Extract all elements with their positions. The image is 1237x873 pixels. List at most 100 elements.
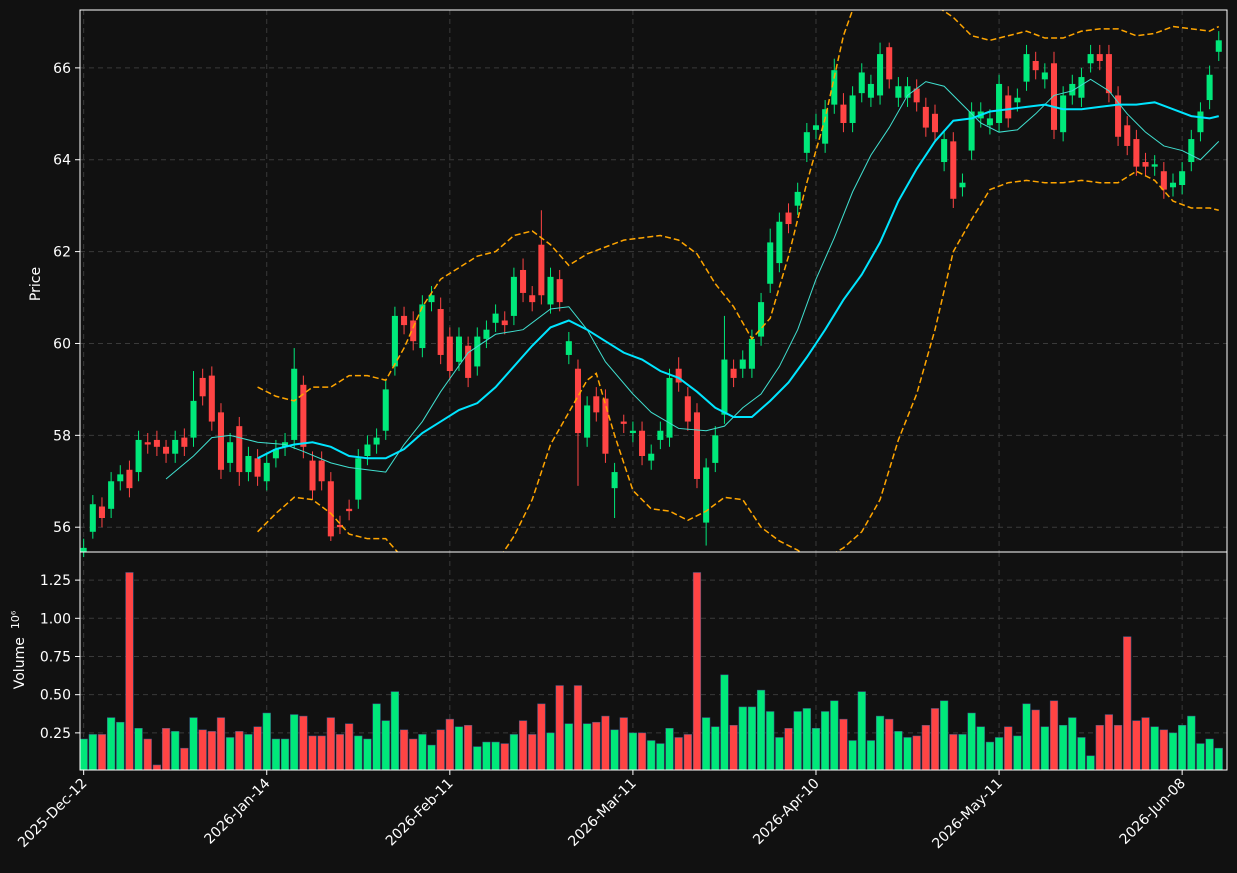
volume-bar: [79, 738, 88, 771]
candle-body: [886, 47, 893, 80]
volume-bar: [903, 737, 912, 771]
y-tick-label: 62: [53, 245, 71, 261]
volume-bar: [262, 712, 271, 771]
volume-bar: [756, 689, 766, 771]
volume-bar: [335, 734, 345, 771]
volume-bar: [583, 723, 592, 771]
volume-bar: [1187, 715, 1196, 771]
candle-body: [1060, 95, 1067, 133]
candle-body: [639, 430, 646, 457]
candle-body: [867, 83, 874, 98]
candle-body: [931, 113, 939, 133]
volume-bar: [1178, 724, 1187, 771]
volume-bar: [994, 737, 1004, 771]
volume-bar: [601, 715, 610, 771]
volume-bar: [1123, 636, 1132, 771]
volume-bar: [747, 706, 757, 771]
volume-bar: [1095, 724, 1104, 771]
candle-body: [1133, 139, 1140, 167]
volume-bar: [573, 685, 583, 771]
volume-bar: [180, 747, 189, 771]
candle-body: [1142, 162, 1149, 167]
volume-bar: [1141, 717, 1150, 771]
volume-bar: [1022, 703, 1031, 771]
candle-body: [474, 336, 481, 367]
candle-body: [80, 547, 87, 553]
candle-body: [922, 106, 929, 128]
candle-body: [1197, 111, 1204, 133]
candle-body: [1023, 54, 1030, 82]
volume-bar: [161, 728, 171, 771]
candle-body: [1151, 164, 1158, 167]
volume-bar: [189, 717, 198, 771]
candle-body: [1078, 77, 1085, 98]
volume-bar: [875, 715, 885, 771]
candle-body: [739, 359, 746, 369]
volume-y-tick-label: 1.25: [40, 573, 71, 589]
candle-body: [309, 460, 316, 491]
candle-body: [904, 86, 911, 98]
volume-bar: [866, 740, 876, 771]
candle-body: [117, 474, 124, 482]
candle-body: [208, 375, 215, 422]
volume-bar: [244, 734, 253, 771]
candle-body: [135, 439, 142, 473]
volume-bar: [491, 741, 500, 771]
volume-bar: [555, 685, 564, 771]
candle-body: [1160, 171, 1167, 190]
volume-bar: [1013, 735, 1022, 771]
volume-bar: [363, 738, 372, 771]
volume-bar: [793, 711, 802, 771]
volume-bar: [216, 717, 226, 771]
volume-bar: [1214, 747, 1223, 771]
volume-bar: [436, 729, 445, 771]
y-axis-label: Price: [28, 267, 44, 301]
volume-bar: [885, 718, 894, 771]
candle-body: [849, 95, 856, 123]
candle-body: [877, 54, 884, 96]
candle-body: [822, 109, 829, 144]
volume-bar: [665, 728, 674, 771]
candle-body: [666, 377, 673, 438]
candle-body: [1188, 139, 1195, 163]
volume-y-tick-label: 1.00: [40, 611, 71, 627]
volume-bar: [720, 674, 729, 771]
volume-bar: [702, 717, 711, 771]
volume-axis-label: Volume 10⁶: [9, 610, 28, 689]
volume-bar: [381, 720, 390, 771]
volume-bar: [564, 723, 573, 771]
volume-bar: [500, 743, 509, 771]
candle-body: [721, 359, 728, 415]
candle-body: [1014, 97, 1021, 103]
volume-bar: [427, 744, 436, 771]
volume-label: Volume: [12, 637, 28, 689]
candle-body: [1050, 63, 1058, 130]
volume-bar: [940, 700, 949, 771]
volume-frame: [79, 551, 1228, 771]
volume-bar: [656, 743, 665, 771]
volume-bar: [399, 729, 409, 771]
candle-body: [1087, 54, 1094, 64]
candle-body: [556, 279, 563, 303]
volume-bar: [345, 723, 354, 771]
candle-body: [712, 435, 719, 463]
volume-bar: [1104, 714, 1114, 771]
volume-bar: [692, 572, 702, 771]
candle-body: [1215, 40, 1222, 52]
candle-body: [336, 524, 343, 528]
candle-body: [968, 111, 975, 151]
volume-bar: [418, 734, 427, 771]
candle-body: [501, 320, 508, 326]
volume-bar: [610, 729, 619, 771]
candle-body: [629, 430, 636, 434]
volume-bar: [821, 711, 830, 771]
candle-body: [620, 421, 627, 424]
volume-bar: [857, 691, 866, 771]
candle-body: [684, 396, 691, 422]
candle-body: [465, 345, 472, 378]
volume-bar: [546, 732, 555, 771]
candle-body: [1179, 171, 1186, 186]
volume-bar: [390, 691, 399, 771]
candle-body: [89, 504, 96, 532]
